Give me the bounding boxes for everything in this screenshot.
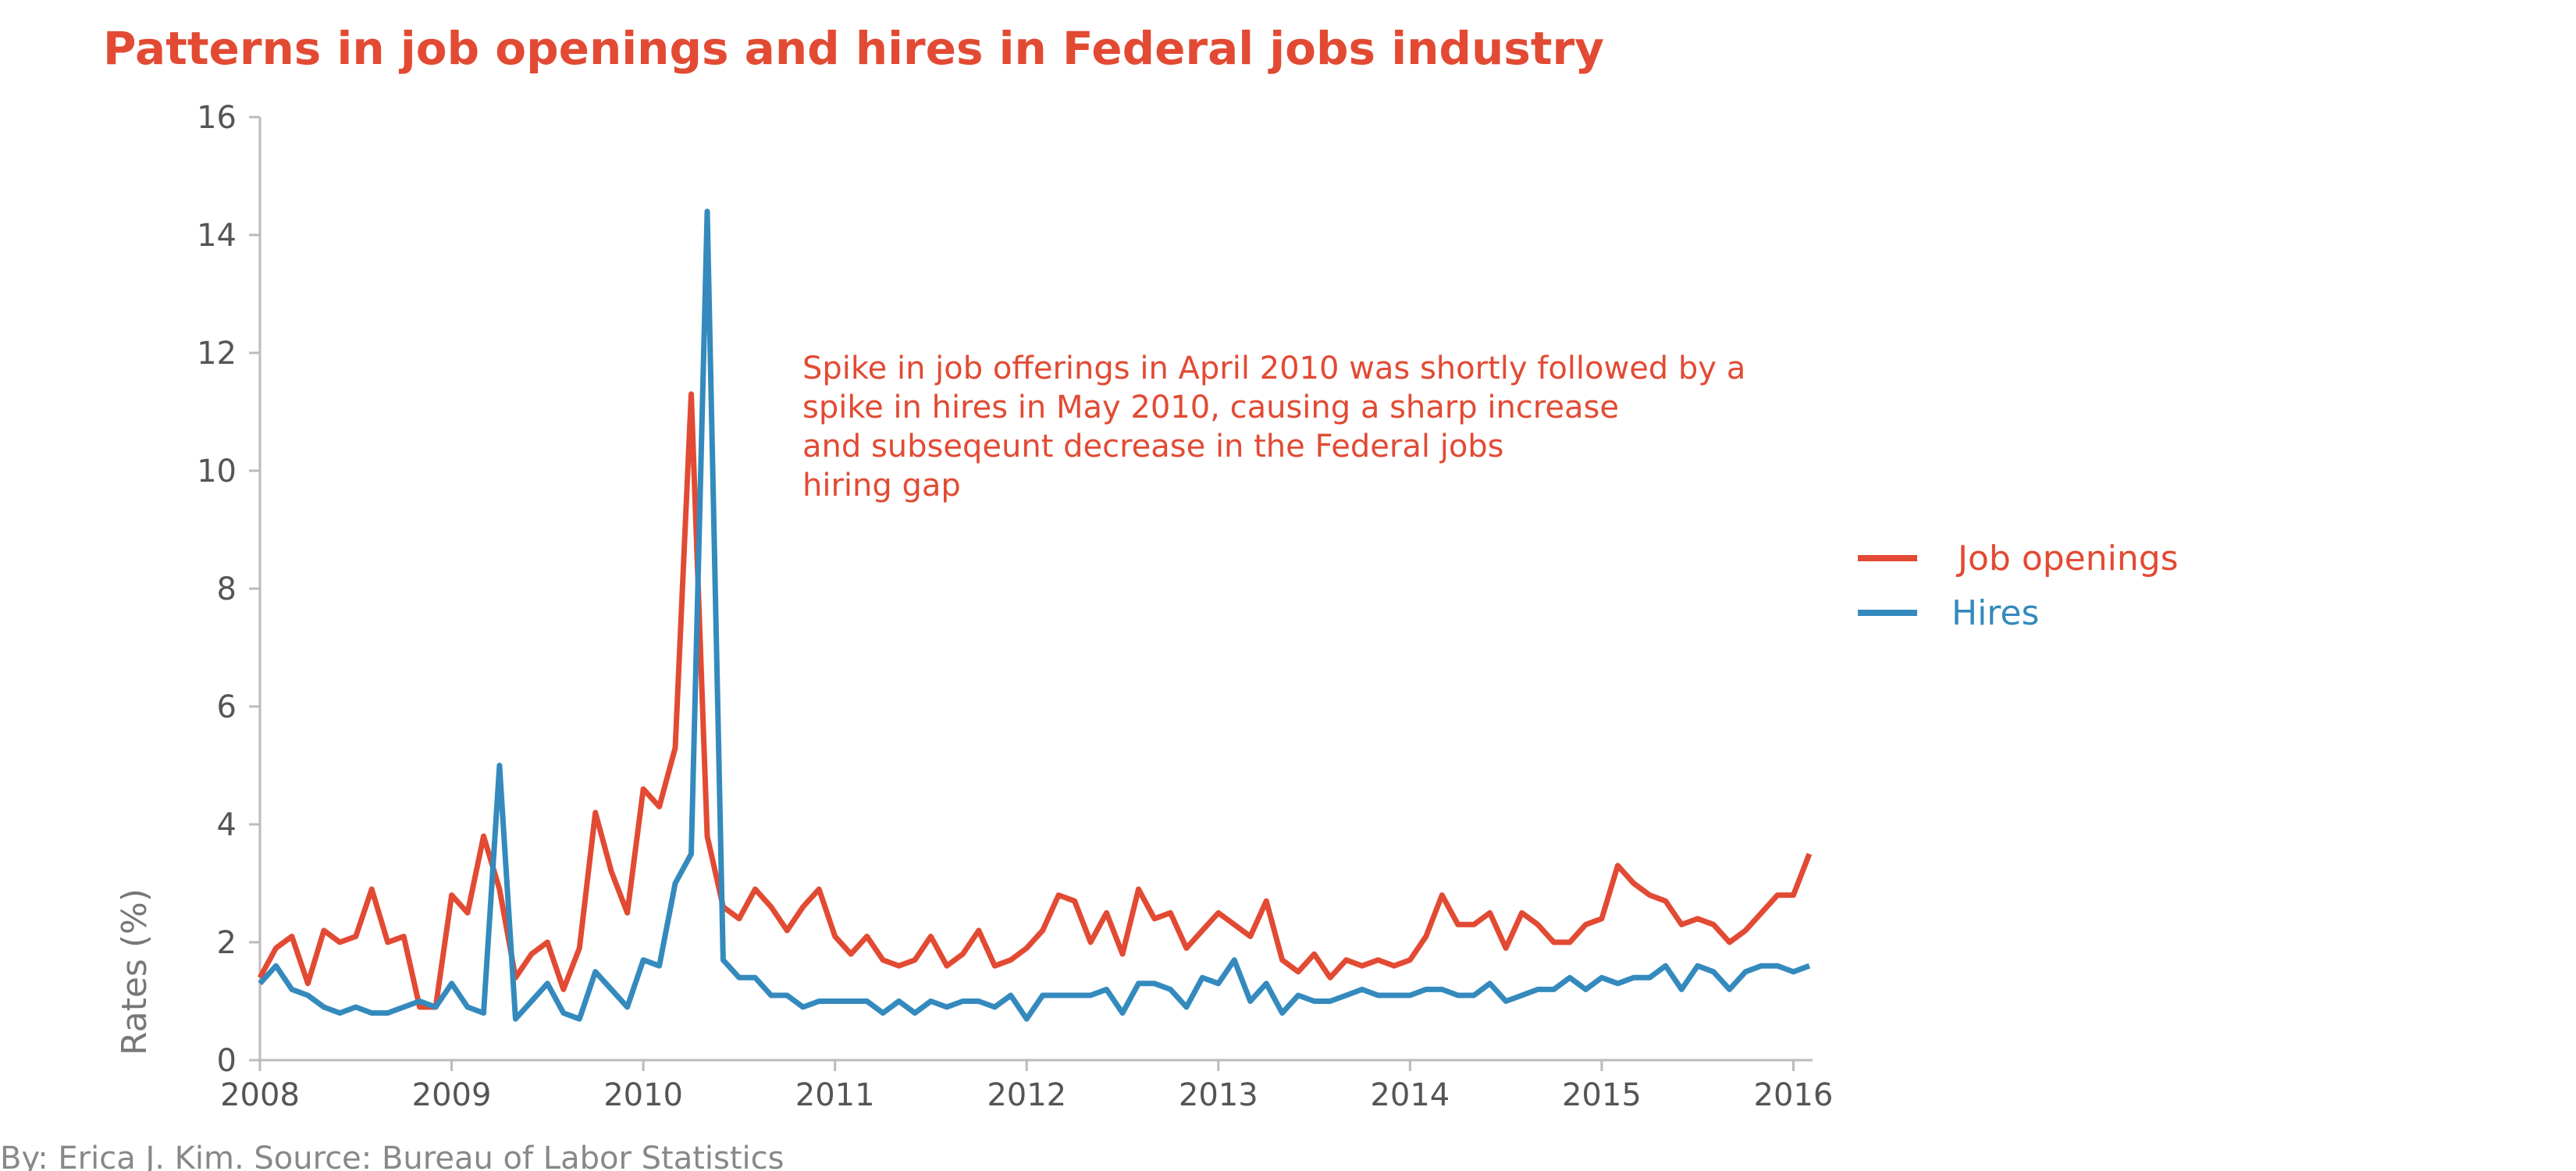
y-tick-label: 4 xyxy=(217,807,237,843)
y-axis-label: Rates (%) xyxy=(115,888,155,1055)
y-tick-label: 2 xyxy=(217,925,237,961)
y-tick-label: 6 xyxy=(217,689,237,725)
chart-annotation: Spike in job offerings in April 2010 was… xyxy=(802,351,1756,504)
y-ticks: 0 2 4 6 8 10 12 14 16 xyxy=(197,100,260,1079)
annotation-line-3: and subseqeunt decrease in the Federal j… xyxy=(802,429,1504,464)
y-tick-label: 16 xyxy=(197,100,237,136)
chart-title: Patterns in job openings and hires in Fe… xyxy=(103,22,1604,75)
y-tick-label: 12 xyxy=(197,336,237,372)
annotation-line-1: Spike in job offerings in April 2010 was… xyxy=(802,351,1745,386)
y-tick-label: 10 xyxy=(197,454,237,489)
annotation-line-4: hiring gap xyxy=(802,468,961,504)
x-tick-label: 2012 xyxy=(987,1077,1066,1113)
legend-label-job-openings: Job openings xyxy=(1955,539,2179,578)
series-line-job-openings xyxy=(257,391,1813,1010)
x-ticks: 2008 2009 2010 2011 2012 2013 2014 2015 2016 xyxy=(220,1060,1833,1113)
x-tick-label: 2013 xyxy=(1179,1077,1258,1113)
x-tick-label: 2010 xyxy=(603,1077,683,1113)
x-tick-label: 2009 xyxy=(412,1077,492,1113)
legend: Job openings Hires xyxy=(1858,539,2179,633)
chart-credit: By: Erica J. Kim. Source: Bureau of Labo… xyxy=(0,1141,784,1171)
y-tick-label: 8 xyxy=(217,571,237,607)
series-layer xyxy=(257,208,1813,1022)
annotation-line-2: spike in hires in May 2010, causing a sh… xyxy=(802,390,1619,425)
x-tick-label: 2016 xyxy=(1754,1077,1834,1113)
axes xyxy=(258,117,1813,1062)
legend-label-hires: Hires xyxy=(1952,593,2039,633)
y-tick-label: 0 xyxy=(217,1043,237,1079)
x-tick-label: 2015 xyxy=(1562,1077,1642,1113)
y-tick-label: 14 xyxy=(197,218,237,254)
x-tick-label: 2014 xyxy=(1370,1077,1450,1113)
series-line-hires xyxy=(258,208,1811,1022)
x-tick-label: 2008 xyxy=(220,1077,300,1113)
x-tick-label: 2011 xyxy=(795,1077,875,1113)
